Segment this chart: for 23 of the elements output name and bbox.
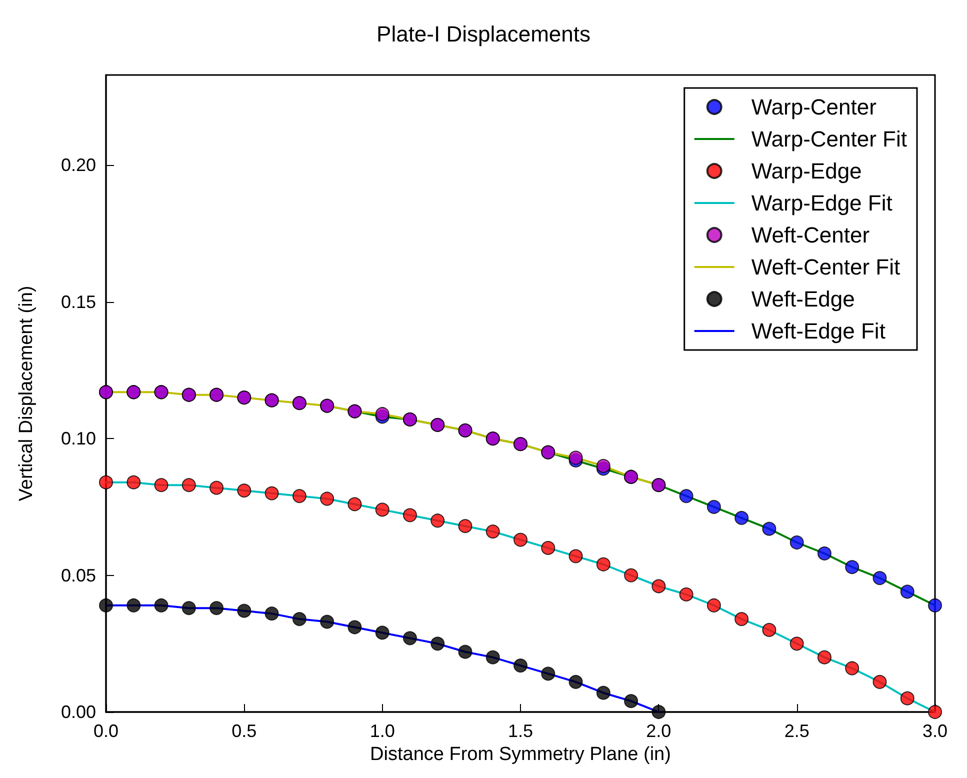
legend-label: Weft-Edge Fit: [751, 318, 886, 344]
y-axis-title: Vertical Displacement (in): [16, 286, 37, 502]
x-tick-label: 3.0: [922, 721, 948, 741]
legend-label: Warp-Center Fit: [751, 126, 907, 152]
legend-label: Warp-Edge Fit: [751, 190, 892, 216]
y-tick-label: 0.10: [60, 428, 96, 449]
x-tick-label: 2.0: [646, 721, 672, 741]
legend-label: Warp-Edge: [751, 158, 862, 184]
y-tick-label: 0.00: [60, 702, 96, 722]
y-tick-label: 0.15: [60, 292, 96, 312]
legend-label: Weft-Center Fit: [751, 254, 900, 280]
y-tick-label: 0.05: [60, 565, 96, 586]
legend-label: Weft-Center: [751, 222, 870, 248]
y-tick-label: 0.20: [60, 155, 96, 176]
x-tick-label: 2.5: [784, 721, 810, 741]
chart-title: Plate-I Displacements: [376, 22, 590, 46]
x-tick-label: 0.0: [93, 721, 119, 741]
x-tick-label: 0.5: [232, 721, 257, 741]
legend-label: Warp-Center: [751, 94, 876, 120]
x-tick-label: 1.5: [508, 721, 534, 741]
x-axis-title: Distance From Symmetry Plane (in): [370, 744, 671, 765]
legend-label: Weft-Edge: [751, 286, 855, 312]
x-tick-label: 1.0: [370, 721, 395, 741]
